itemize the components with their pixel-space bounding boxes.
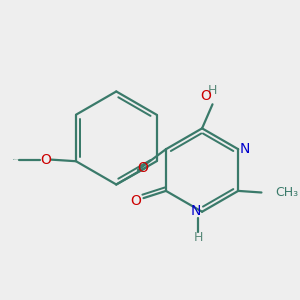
- Text: N: N: [239, 142, 250, 156]
- Text: O: O: [40, 153, 51, 166]
- Text: methoxy: methoxy: [2, 158, 8, 160]
- Text: H: H: [208, 84, 217, 97]
- Text: methoxy: methoxy: [13, 158, 19, 160]
- Text: methoxy: methoxy: [6, 158, 13, 160]
- Text: N: N: [190, 204, 201, 218]
- Text: H: H: [194, 231, 203, 244]
- Text: O: O: [130, 194, 141, 208]
- Text: O: O: [137, 161, 148, 176]
- Text: methoxy: methoxy: [7, 158, 13, 160]
- Text: O: O: [201, 89, 212, 103]
- Text: CH₃: CH₃: [275, 186, 298, 199]
